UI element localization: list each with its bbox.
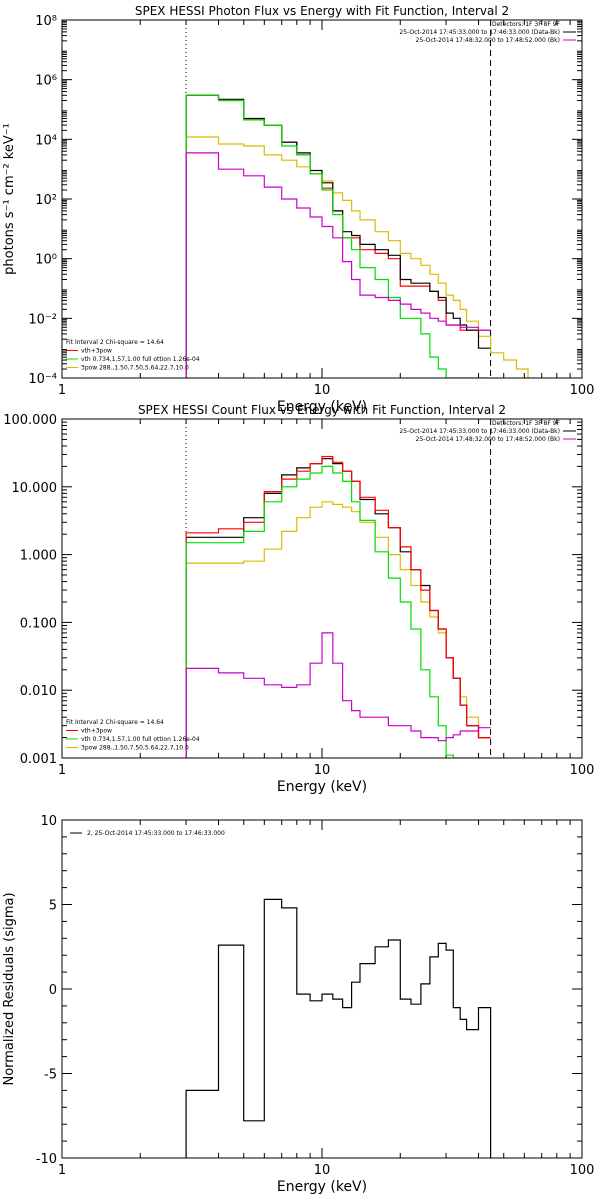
y-tick-label: 10⁰ [35,253,57,268]
y-tick-label: 10⁻² [28,312,57,327]
legend-bottom-entry: Fit Interval 2 Chi-square = 14.64 [66,719,164,726]
plot-frame [61,19,583,379]
x-tick-label: 10 [314,1163,331,1178]
series-vth-3pow [185,94,491,378]
y-axis-label: photons s⁻¹ cm⁻² keV⁻¹ [2,123,17,275]
series-vth [185,94,491,378]
x-tick-label: 1 [58,383,66,398]
y-tick-label: 10⁻⁴ [28,372,57,387]
legend-bottom-entry: vth+3pow [81,348,112,355]
y-tick-label: 10.000 [12,481,58,496]
legend-bottom-entry: 3pow 288.,1.50,7.50,5.64,22.7,10.0 [81,745,189,752]
x-tick-label: 100 [570,383,595,398]
legend-top-entry: Detectors: 1F 3F 8F 9F [492,21,561,28]
legend-bottom-entry: 3pow 288.,1.50,7.50,5.64,22.7,10.0 [81,365,189,372]
y-tick-label: 0.010 [20,684,57,699]
legend-top-entry: 25-Oct-2014 17:48:32.000 to 17:48:52.000… [416,436,560,443]
y-tick-label: 0 [49,983,57,998]
y-tick-label: 0.100 [20,616,57,631]
x-tick-label: 100 [570,763,595,778]
y-tick-label: 10⁶ [35,74,57,89]
x-axis-label: Energy (keV) [277,1179,367,1195]
legend-bottom-entry: vth 0.734,1.57,1.00 full ottion 1.26e-04 [81,356,200,363]
y-tick-label: 10⁸ [35,14,57,29]
x-axis-label: Energy (keV) [277,399,367,415]
series-3pow [185,501,491,758]
x-tick-label: 10 [314,763,331,778]
chart-panel-2: SPEX HESSI Count Flux vs Energy with Fit… [3,403,594,795]
legend-bottom-entry: vth+3pow [81,728,112,735]
legend-top-entry: 25-Oct-2014 17:48:32.000 to 17:48:52.000… [416,37,560,44]
y-tick-label: -5 [44,1068,57,1083]
x-tick-label: 10 [314,383,331,398]
series-vth [185,465,491,758]
series-data [185,458,491,758]
legend-bottom-entry: vth 0.734,1.57,1.00 full ottion 1.26e-04 [81,736,200,743]
y-tick-label: 10 [40,814,57,829]
y-tick-label: 10⁴ [35,133,57,148]
series-vth-3pow [185,455,491,758]
y-tick-label: 5 [49,899,57,914]
series-bk [185,152,491,378]
y-tick-label: 100.000 [3,413,57,428]
y-tick-label: 0.001 [20,752,57,767]
series-data [185,94,491,378]
series-bk [185,632,491,758]
plot-frame [61,418,583,759]
series-residuals [185,898,492,1158]
legend-top-entry: Detectors: 1F 3F 8F 9F [492,420,561,427]
legend-top-entry: 2, 25-Oct-2014 17:45:33.000 to 17:46:33.… [87,830,225,837]
x-axis-label: Energy (keV) [277,779,367,795]
legend-top-entry: 25-Oct-2014 17:45:33.000 to 17:46:33.000… [399,29,560,36]
chart-panel-1: SPEX HESSI Photon Flux vs Energy with Fi… [2,4,594,415]
y-tick-label: 10² [35,193,57,208]
chart-title: SPEX HESSI Count Flux vs Energy with Fit… [138,403,506,417]
y-axis-label: Normalized Residuals (sigma) [2,892,17,1085]
x-tick-label: 1 [58,763,66,778]
x-tick-label: 1 [58,1163,66,1178]
y-tick-label: -10 [36,1152,57,1167]
legend-bottom-entry: Fit Interval 2 Chi-square = 14.64 [66,339,164,346]
legend-top-entry: 25-Oct-2014 17:45:33.000 to 17:46:33.000… [399,428,560,435]
plot-frame [61,819,583,1159]
chart-title: SPEX HESSI Photon Flux vs Energy with Fi… [135,4,509,18]
y-tick-label: 1.000 [20,549,57,564]
x-tick-label: 100 [570,1163,595,1178]
